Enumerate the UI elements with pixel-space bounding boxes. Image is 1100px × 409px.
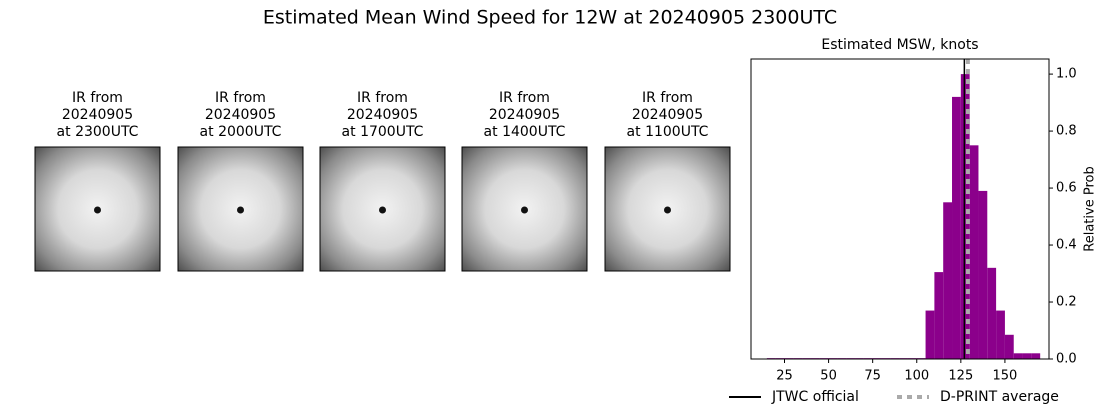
panel-title: 20240905	[489, 107, 560, 123]
bar	[969, 145, 979, 359]
panel-title: 20240905	[347, 107, 418, 123]
storm-eye	[664, 206, 671, 214]
bar	[1004, 334, 1014, 359]
y-tick-label: 1.0	[1056, 67, 1077, 82]
y-axis-label: Relative Prob	[1083, 166, 1098, 251]
y-tick-label: 0.6	[1056, 181, 1077, 196]
legend-label: D-PRINT average	[940, 389, 1059, 405]
x-tick-label: 150	[993, 369, 1018, 384]
bar	[1013, 353, 1023, 359]
panel-title: 20240905	[632, 107, 703, 123]
storm-eye	[237, 206, 244, 214]
bar	[1022, 353, 1032, 359]
bar	[996, 310, 1005, 359]
bar	[960, 74, 970, 359]
x-tick-label: 50	[820, 369, 837, 384]
bar	[978, 190, 988, 359]
y-tick-label: 0.4	[1056, 238, 1077, 253]
panel-title: 20240905	[62, 107, 133, 123]
x-tick-label: 125	[948, 369, 973, 384]
panel-title: IR from	[357, 90, 408, 106]
panel-title: IR from	[72, 90, 123, 106]
panel-title: at 1700UTC	[342, 124, 424, 140]
panel-title: IR from	[499, 90, 550, 106]
bar	[934, 272, 944, 359]
x-tick-label: 25	[776, 369, 793, 384]
panel-title: at 2000UTC	[200, 124, 282, 140]
figure-title: Estimated Mean Wind Speed for 12W at 202…	[263, 7, 837, 29]
storm-eye	[94, 206, 101, 214]
panel-title: 20240905	[205, 107, 276, 123]
axes-title: Estimated MSW, knots	[821, 37, 978, 53]
bar	[925, 310, 935, 359]
bar	[987, 267, 997, 359]
panel-title: at 2300UTC	[57, 124, 139, 140]
panel-title: IR from	[215, 90, 266, 106]
bar	[943, 202, 953, 359]
panel-title: IR from	[642, 90, 693, 106]
panel-title: at 1400UTC	[484, 124, 566, 140]
panel-title: at 1100UTC	[627, 124, 709, 140]
bar	[1031, 353, 1041, 359]
storm-eye	[521, 206, 528, 214]
legend-label: JTWC official	[771, 389, 859, 405]
axes-frame	[750, 58, 1050, 360]
x-tick-label: 100	[904, 369, 929, 384]
y-tick-label: 0.0	[1056, 352, 1077, 367]
x-tick-label: 75	[864, 369, 881, 384]
y-tick-label: 0.8	[1056, 124, 1077, 139]
bar	[952, 96, 961, 360]
storm-eye	[379, 206, 386, 214]
y-tick-label: 0.2	[1056, 295, 1077, 310]
